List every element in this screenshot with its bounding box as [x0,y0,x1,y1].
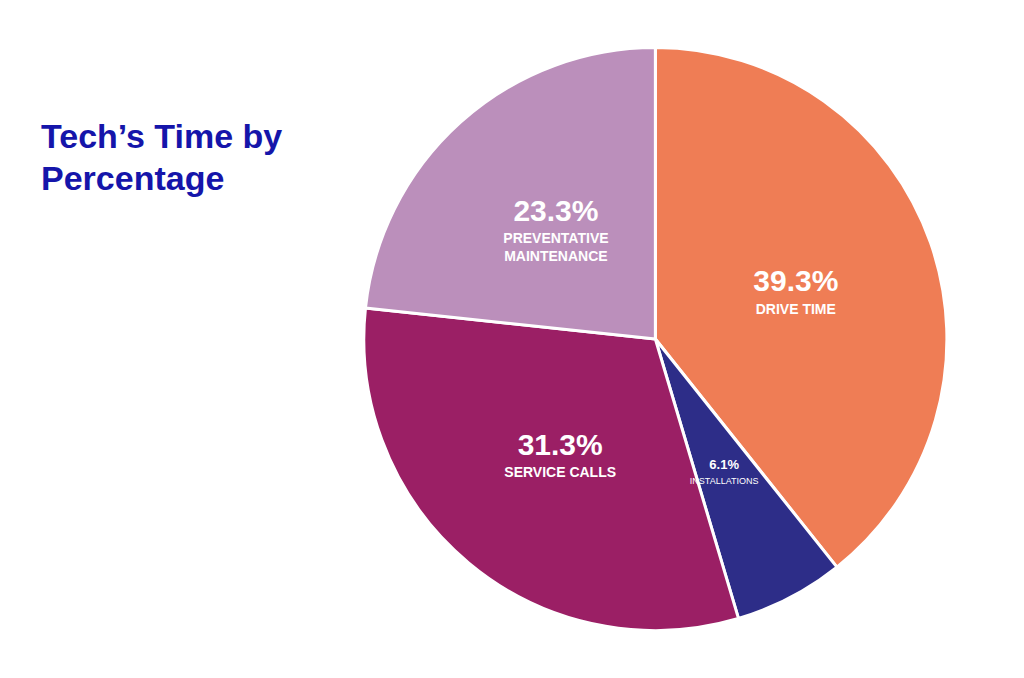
svg-text:INSTALLATIONS: INSTALLATIONS [690,476,759,486]
svg-text:31.3%: 31.3% [518,428,603,461]
svg-text:6.1%: 6.1% [709,457,739,472]
svg-text:PREVENTATIVE: PREVENTATIVE [503,230,608,246]
svg-text:SERVICE CALLS: SERVICE CALLS [504,464,616,480]
svg-text:Tech’s Time by: Tech’s Time by [41,117,282,155]
svg-text:DRIVE TIME: DRIVE TIME [756,301,836,317]
svg-text:Percentage: Percentage [41,159,224,197]
svg-text:MAINTENANCE: MAINTENANCE [504,248,607,264]
svg-text:39.3%: 39.3% [753,264,838,297]
svg-text:23.3%: 23.3% [513,194,598,227]
